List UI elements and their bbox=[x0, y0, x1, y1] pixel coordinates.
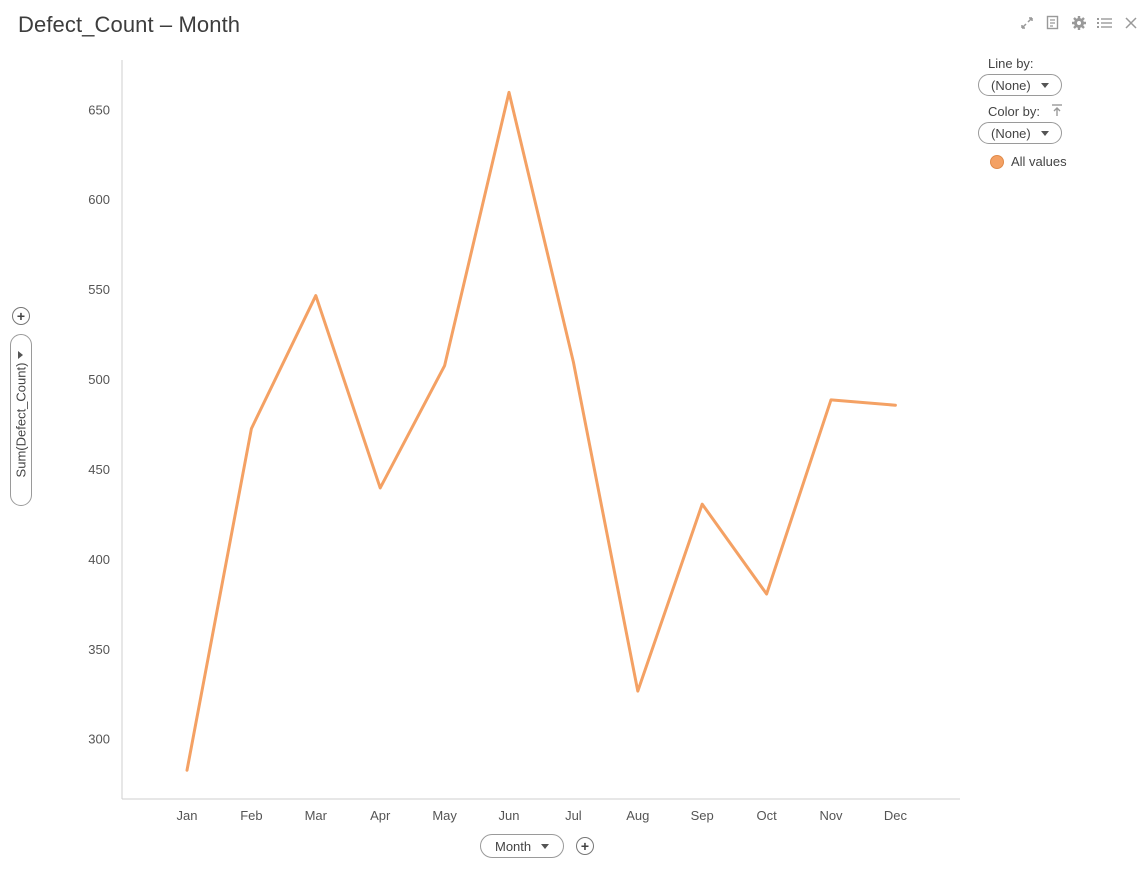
series-group bbox=[183, 88, 899, 774]
data-point[interactable] bbox=[505, 88, 513, 96]
y-axis-label: Sum(Defect_Count) bbox=[13, 362, 29, 478]
chevron-down-icon bbox=[1040, 82, 1049, 88]
x-tick-label: Apr bbox=[370, 808, 391, 823]
x-tick-label: Jan bbox=[177, 808, 198, 823]
y-tick-label: 350 bbox=[88, 642, 110, 657]
x-tick-label: Sep bbox=[691, 808, 714, 823]
add-x-axis-button[interactable]: + bbox=[576, 837, 594, 855]
x-tick-label: Oct bbox=[756, 808, 777, 823]
y-tick-label: 600 bbox=[88, 192, 110, 207]
x-axis-selector[interactable]: Month bbox=[480, 834, 565, 858]
chevron-down-icon bbox=[1040, 130, 1049, 136]
x-tick-label: Jun bbox=[499, 808, 520, 823]
data-point[interactable] bbox=[312, 292, 320, 300]
page-title: Defect_Count – Month bbox=[18, 12, 241, 37]
data-point[interactable] bbox=[891, 401, 899, 409]
y-tick-labels: 300 350 400 450 500 550 600 650 bbox=[88, 102, 110, 746]
notes-icon[interactable] bbox=[1044, 14, 1062, 32]
chevron-down-icon bbox=[541, 843, 550, 849]
x-tick-label: Feb bbox=[240, 808, 262, 823]
gear-icon[interactable] bbox=[1070, 14, 1088, 32]
data-point[interactable] bbox=[247, 425, 255, 433]
chevron-right-icon bbox=[18, 351, 23, 359]
y-tick-label: 300 bbox=[88, 732, 110, 747]
x-tick-label: Dec bbox=[884, 808, 908, 823]
x-tick-label: Aug bbox=[626, 808, 649, 823]
toolbar bbox=[1018, 14, 1140, 32]
legend-panel: Line by: (None) Color by: (None) All val… bbox=[978, 56, 1138, 169]
x-tick-label: Nov bbox=[819, 808, 843, 823]
data-point[interactable] bbox=[763, 590, 771, 598]
list-icon[interactable] bbox=[1096, 14, 1114, 32]
data-point[interactable] bbox=[183, 766, 191, 774]
x-tick-label: Jul bbox=[565, 808, 582, 823]
y-tick-label: 400 bbox=[88, 552, 110, 567]
y-tick-label: 650 bbox=[88, 102, 110, 117]
x-axis-label: Month bbox=[495, 838, 532, 854]
x-tick-labels: Jan Feb Mar Apr May Jun Jul Aug Sep Oct Nov Dec bbox=[177, 808, 908, 823]
x-axis-selector-wrap: Month bbox=[480, 834, 565, 858]
color-by-dropdown[interactable]: (None) bbox=[978, 122, 1062, 144]
legend-item-label: All values bbox=[1011, 154, 1067, 169]
line-by-dropdown[interactable]: (None) bbox=[978, 74, 1062, 96]
sort-icon[interactable] bbox=[1050, 103, 1064, 120]
close-icon[interactable] bbox=[1122, 14, 1140, 32]
data-point[interactable] bbox=[827, 396, 835, 404]
x-tick-label: Mar bbox=[305, 808, 328, 823]
y-tick-label: 500 bbox=[88, 372, 110, 387]
y-tick-label: 550 bbox=[88, 282, 110, 297]
data-point[interactable] bbox=[698, 500, 706, 508]
series-line[interactable] bbox=[185, 90, 897, 772]
y-axis-selector[interactable]: Sum(Defect_Count) bbox=[10, 334, 32, 506]
legend-item[interactable]: All values bbox=[990, 154, 1138, 169]
expand-icon[interactable] bbox=[1018, 14, 1036, 32]
data-point[interactable] bbox=[441, 362, 449, 370]
legend-swatch bbox=[990, 154, 1004, 169]
line-by-label: Line by: bbox=[988, 56, 1034, 71]
data-point[interactable] bbox=[634, 687, 642, 695]
y-tick-label: 450 bbox=[88, 462, 110, 477]
color-by-value: (None) bbox=[991, 125, 1031, 141]
line-by-value: (None) bbox=[991, 77, 1031, 93]
add-y-axis-button[interactable]: + bbox=[12, 307, 30, 325]
color-by-label: Color by: bbox=[988, 104, 1041, 119]
x-tick-label: May bbox=[432, 808, 457, 823]
data-point[interactable] bbox=[376, 484, 384, 492]
data-point[interactable] bbox=[569, 358, 577, 366]
